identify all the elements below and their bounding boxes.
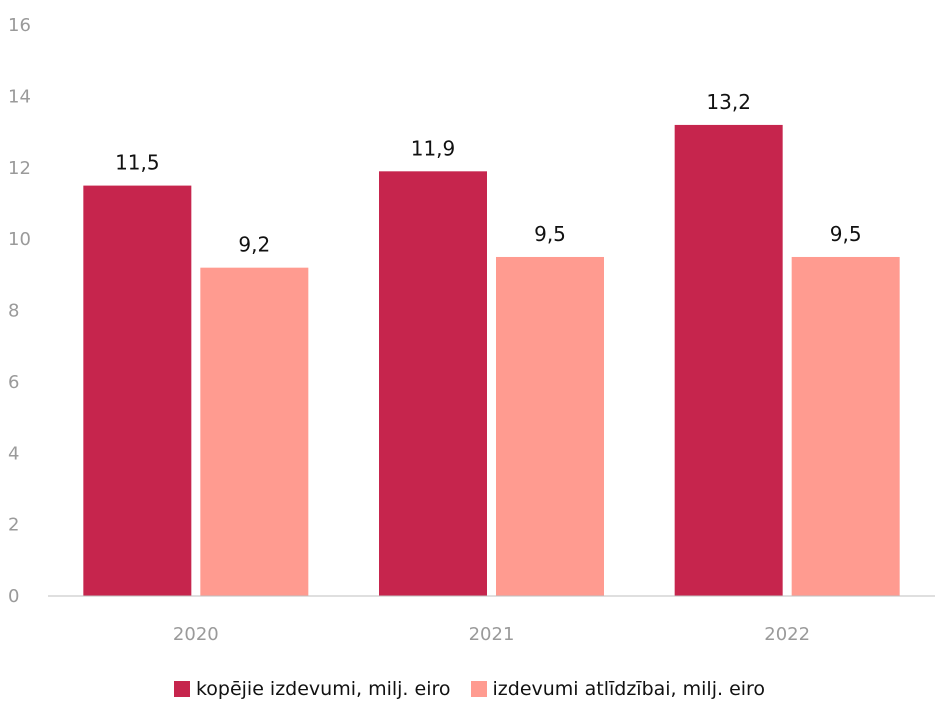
bar [83,185,192,596]
y-axis: 0 2 4 6 8 10 12 14 16 [8,15,31,607]
y-tick-label: 12 [8,158,31,179]
data-label: 13,2 [706,90,751,114]
legend-item-total: kopējie izdevumi, milj. eiro [173,678,451,700]
y-tick-label: 8 [8,301,19,322]
bar [379,171,487,596]
y-tick-label: 0 [8,586,19,607]
legend-swatch-total [173,681,190,697]
x-tick-label: 2022 [764,624,810,645]
bar-group: 11,5 9,2 11,9 9,5 13,2 9,5 [83,90,900,597]
y-tick-label: 6 [8,372,19,393]
data-label: 11,9 [411,136,456,160]
y-tick-label: 2 [8,515,19,536]
data-label: 9,2 [238,233,270,257]
legend: kopējie izdevumi, milj. eiro izdevumi at… [0,678,939,700]
y-tick-label: 10 [8,229,31,250]
x-tick-label: 2021 [469,624,515,645]
legend-label-compensation: izdevumi atlīdzībai, milj. eiro [492,678,766,700]
legend-item-compensation: izdevumi atlīdzībai, milj. eiro [470,678,766,700]
bar [496,256,604,596]
bar [200,267,309,596]
y-tick-label: 4 [8,443,19,464]
data-label: 9,5 [534,222,566,246]
bar [674,124,783,597]
bar [791,256,900,596]
legend-swatch-compensation [470,681,487,697]
legend-label-total: kopējie izdevumi, milj. eiro [195,678,451,700]
x-tick-label: 2020 [173,624,219,645]
data-label: 11,5 [115,151,160,175]
data-label: 9,5 [830,222,862,246]
y-tick-label: 14 [8,86,31,107]
x-axis: 2020 2021 2022 [173,624,810,645]
y-tick-label: 16 [8,15,31,36]
